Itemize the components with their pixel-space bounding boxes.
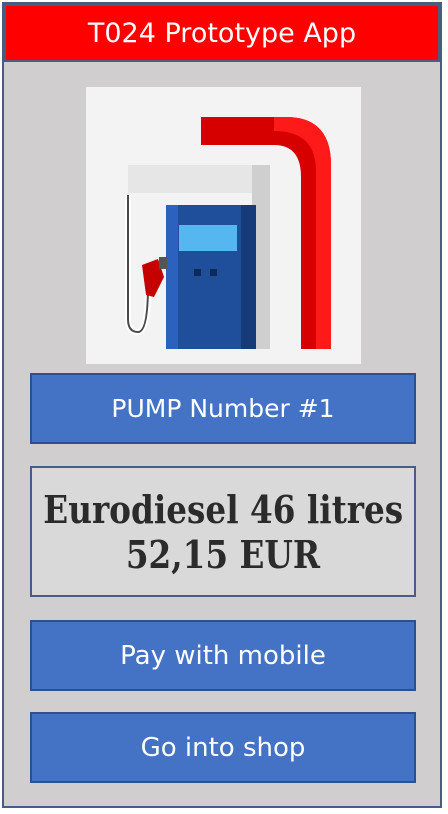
fuel-amount: 52,15 EUR [125, 531, 321, 577]
pay-with-mobile-button[interactable]: Pay with mobile [30, 620, 416, 691]
go-into-shop-button[interactable]: Go into shop [30, 712, 416, 783]
fuel-type-volume: Eurodiesel 46 litres [43, 486, 403, 532]
pump-number-label: PUMP Number #1 [30, 373, 416, 444]
app-title: T024 Prototype App [4, 4, 440, 62]
fuel-summary: Eurodiesel 46 litres 52,15 EUR [30, 466, 416, 597]
fuel-pump-icon [86, 87, 361, 364]
